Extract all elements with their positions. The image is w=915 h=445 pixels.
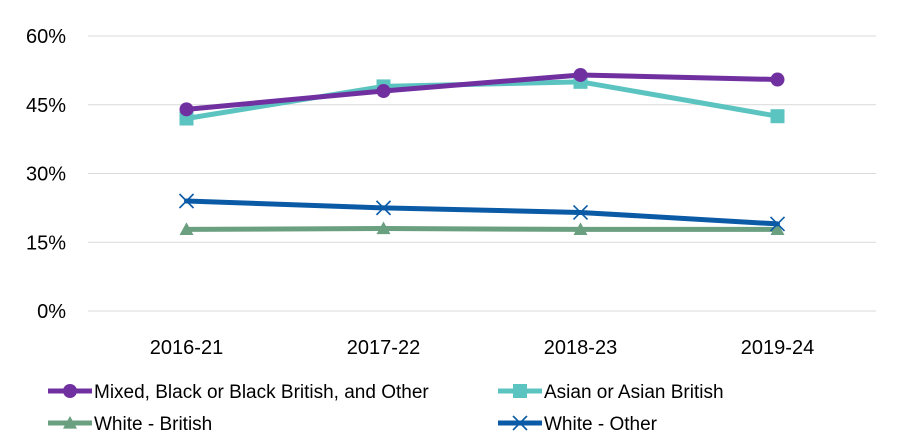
legend-label: Asian or Asian British [544, 382, 724, 403]
series-group [178, 67, 786, 236]
y-tick-label: 60% [26, 26, 66, 48]
legend-item: Asian or Asian British [498, 382, 724, 403]
x-axis-ticks: 2016-21 2017-22 2018-23 2019-24 [150, 337, 814, 359]
legend: Mixed, Black or Black British, and Other… [48, 382, 724, 435]
legend-label: White - British [94, 414, 212, 435]
x-tick-label: 2016-21 [150, 337, 223, 359]
series-line [184, 72, 780, 112]
data-point [770, 72, 785, 87]
series-line [184, 226, 780, 232]
y-tick-label: 30% [26, 164, 66, 186]
data-point [179, 222, 194, 236]
data-point [769, 216, 786, 232]
series-2 [179, 221, 785, 236]
data-point [770, 222, 785, 236]
legend-marker [63, 384, 77, 398]
data-point [573, 222, 588, 236]
x-tick-label: 2017-22 [347, 337, 420, 359]
legend-marker [512, 415, 528, 431]
data-point [178, 193, 195, 209]
y-tick-label: 15% [26, 232, 66, 254]
y-axis-ticks: 0% 15% 30% 45% 60% [26, 26, 66, 323]
legend-item: White - Other [498, 414, 658, 435]
y-tick-label: 45% [26, 95, 66, 117]
series-line [184, 198, 780, 227]
series-3 [178, 193, 786, 232]
x-tick-label: 2019-24 [741, 337, 814, 359]
legend-marker [513, 384, 527, 398]
series-0 [179, 67, 785, 117]
x-tick-label: 2018-23 [544, 337, 617, 359]
data-point [179, 102, 194, 117]
data-point [572, 204, 589, 221]
legend-label: Mixed, Black or Black British, and Other [94, 382, 429, 403]
data-point [376, 84, 391, 98]
legend-item: White - British [48, 414, 212, 435]
legend-marker [63, 416, 77, 429]
legend-item: Mixed, Black or Black British, and Other [48, 382, 429, 403]
data-point [770, 109, 785, 124]
legend-label: White - Other [544, 414, 658, 435]
data-point [375, 200, 392, 216]
data-point [376, 221, 391, 235]
y-tick-label: 0% [37, 301, 66, 323]
data-point [573, 67, 588, 82]
